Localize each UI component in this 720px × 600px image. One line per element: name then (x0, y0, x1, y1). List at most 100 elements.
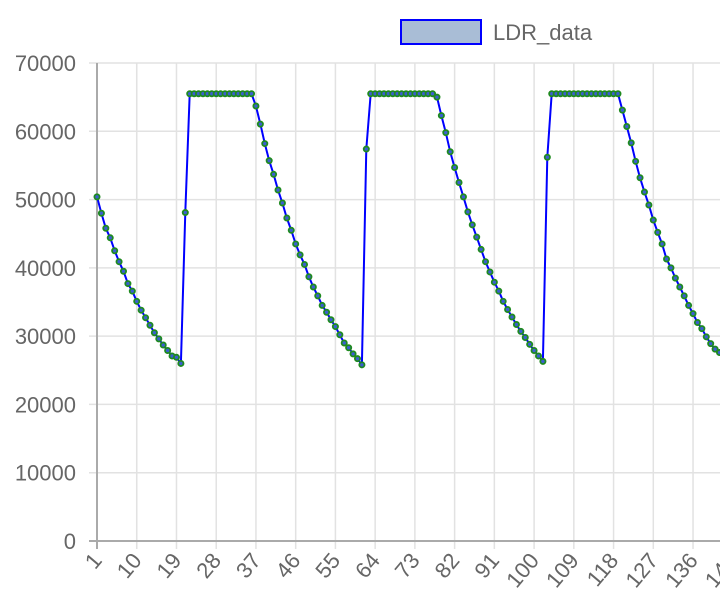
data-point (499, 297, 507, 305)
x-tick-label: 82 (430, 548, 465, 583)
data-point (340, 339, 348, 347)
data-point (133, 297, 141, 305)
data-point (451, 163, 459, 171)
data-point (265, 157, 273, 165)
data-point (248, 90, 256, 98)
x-tick-label: 10 (112, 548, 147, 583)
data-point (119, 267, 127, 275)
data-points (93, 90, 720, 369)
data-point (632, 157, 640, 165)
data-point (146, 321, 154, 329)
data-point (508, 313, 516, 321)
data-point (636, 174, 644, 182)
y-tick-label: 40000 (15, 256, 76, 281)
data-point (468, 221, 476, 229)
data-point (128, 287, 136, 295)
data-point (477, 245, 485, 253)
data-point (663, 255, 671, 263)
y-tick-label: 70000 (15, 51, 76, 76)
data-point (274, 186, 282, 194)
data-point (543, 153, 551, 161)
data-point (292, 240, 300, 248)
data-point (429, 90, 437, 98)
data-point (97, 209, 105, 217)
data-point (301, 260, 309, 268)
data-point (287, 226, 295, 234)
legend[interactable]: LDR_data (400, 19, 593, 45)
data-point (680, 292, 688, 300)
x-tick-label: 28 (191, 548, 226, 583)
data-point (305, 273, 313, 281)
data-point (252, 102, 260, 110)
data-point (181, 209, 189, 217)
data-point (702, 333, 710, 341)
data-point (331, 323, 339, 331)
data-point (685, 301, 693, 309)
data-point (517, 327, 525, 335)
data-point (640, 188, 648, 196)
data-point (486, 268, 494, 276)
x-tick-label: 145 (700, 548, 720, 592)
data-point (327, 316, 335, 324)
data-point (614, 90, 622, 98)
data-point (159, 341, 167, 349)
data-point (649, 216, 657, 224)
data-point (261, 140, 269, 148)
data-point (504, 306, 512, 314)
data-point (658, 240, 666, 248)
data-point (490, 278, 498, 286)
x-tick-label: 1 (80, 548, 107, 573)
data-point (296, 251, 304, 259)
x-tick-label: 91 (469, 548, 504, 583)
y-tick-label: 10000 (15, 461, 76, 486)
data-point (526, 340, 534, 348)
data-point (309, 283, 317, 291)
x-tick-label: 109 (541, 548, 584, 592)
data-point (707, 340, 715, 348)
y-tick-label: 50000 (15, 188, 76, 213)
legend-swatch-ldr-data[interactable] (400, 19, 482, 45)
data-point (336, 331, 344, 339)
data-point (455, 178, 463, 186)
x-tick-label: 73 (390, 548, 425, 583)
data-point (623, 123, 631, 131)
data-point (539, 357, 547, 365)
data-point (433, 93, 441, 101)
data-point (512, 321, 520, 329)
data-point (689, 310, 697, 318)
data-point (645, 201, 653, 209)
data-point (362, 145, 370, 153)
x-tick-label: 37 (231, 548, 266, 583)
data-point (693, 318, 701, 326)
data-point (150, 329, 158, 337)
x-tick-label: 118 (582, 548, 624, 591)
data-point (358, 361, 366, 369)
data-point (270, 170, 278, 178)
data-point (314, 292, 322, 300)
x-tick-label: 64 (350, 548, 385, 583)
data-point (102, 224, 110, 232)
data-point (283, 214, 291, 222)
data-point (482, 258, 490, 266)
data-point (106, 234, 114, 242)
data-point (349, 350, 357, 358)
data-point (521, 334, 529, 342)
grid-lines (89, 62, 720, 549)
data-point (137, 306, 145, 314)
data-point (155, 335, 163, 343)
data-point (459, 193, 467, 201)
data-point (654, 228, 662, 236)
data-point (93, 193, 101, 201)
data-point (627, 139, 635, 147)
data-point (142, 314, 150, 322)
data-point (535, 352, 543, 360)
data-point (278, 199, 286, 207)
data-point (495, 287, 503, 295)
data-point (111, 247, 119, 255)
data-point (667, 264, 675, 272)
data-point (446, 148, 454, 156)
series-line-ldr-data (96, 92, 720, 368)
legend-label-ldr-data[interactable]: LDR_data (493, 20, 593, 45)
